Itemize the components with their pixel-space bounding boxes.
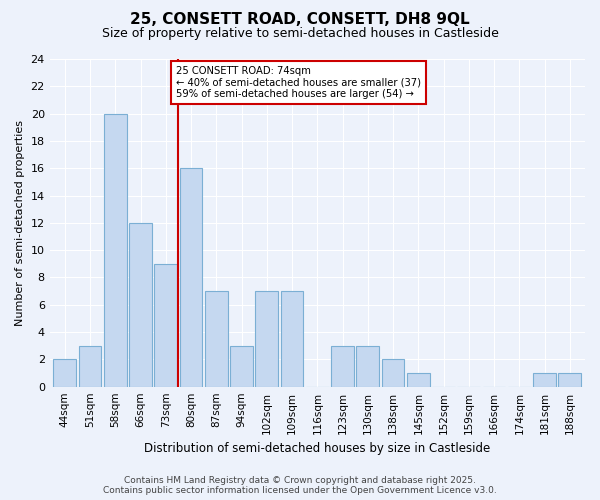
Bar [230,346,253,387]
Bar [407,373,430,386]
Y-axis label: Number of semi-detached properties: Number of semi-detached properties [15,120,25,326]
Bar [281,291,304,386]
Bar [533,373,556,386]
Text: Contains HM Land Registry data © Crown copyright and database right 2025.
Contai: Contains HM Land Registry data © Crown c… [103,476,497,495]
Bar [356,346,379,387]
Bar [331,346,354,387]
Bar [559,373,581,386]
Bar [256,291,278,386]
Bar [129,223,152,386]
Bar [53,360,76,386]
Bar [382,360,404,386]
Bar [104,114,127,386]
Bar [79,346,101,387]
Bar [180,168,202,386]
X-axis label: Distribution of semi-detached houses by size in Castleside: Distribution of semi-detached houses by … [144,442,490,455]
Text: 25, CONSETT ROAD, CONSETT, DH8 9QL: 25, CONSETT ROAD, CONSETT, DH8 9QL [130,12,470,28]
Text: 25 CONSETT ROAD: 74sqm
← 40% of semi-detached houses are smaller (37)
59% of sem: 25 CONSETT ROAD: 74sqm ← 40% of semi-det… [176,66,421,99]
Bar [154,264,177,386]
Text: Size of property relative to semi-detached houses in Castleside: Size of property relative to semi-detach… [101,28,499,40]
Bar [205,291,227,386]
